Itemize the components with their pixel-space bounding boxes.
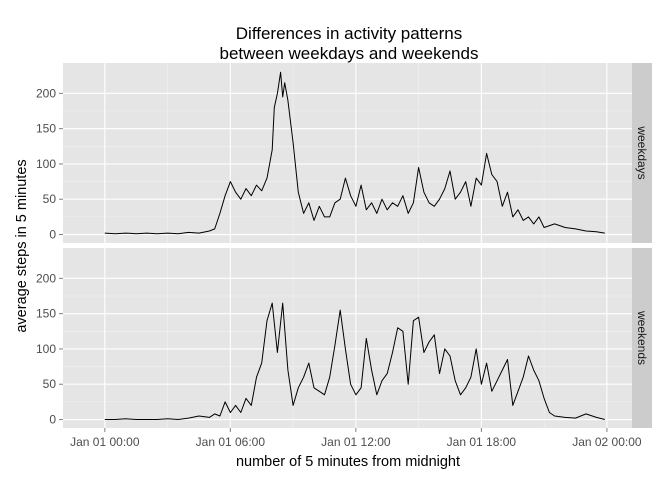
y-tick-label: 150 <box>36 122 56 136</box>
y-tick-label: 0 <box>49 228 56 242</box>
panel-background <box>63 248 632 428</box>
chart-title-line-1: Differences in activity patterns <box>236 24 462 43</box>
x-tick-label: Jan 01 06:00 <box>196 435 266 449</box>
facet-strip <box>632 248 652 428</box>
x-axis-ticks: Jan 01 00:00 Jan 01 06:00 Jan 01 12:00 Jan … <box>70 428 642 449</box>
y-axis-label: average steps in 5 minutes <box>14 159 30 332</box>
x-tick-label: Jan 01 00:00 <box>70 435 140 449</box>
facet-strip-label: weekends <box>635 310 649 365</box>
series-line-weekends <box>104 302 605 420</box>
y-tick-label: 200 <box>36 271 56 285</box>
y-tick-label: 50 <box>43 192 57 206</box>
y-tick-label: 50 <box>43 377 57 391</box>
y-tick-label: 0 <box>49 413 56 427</box>
x-tick-label: Jan 01 12:00 <box>321 435 391 449</box>
y-tick-label: 150 <box>36 307 56 321</box>
x-axis-label: number of 5 minutes from midnight <box>236 454 460 470</box>
series-line-weekdays <box>104 71 605 235</box>
panel-background <box>63 63 632 243</box>
facet-weekdays: 0 50 100 150 200 weekdays <box>36 63 652 243</box>
y-tick-label: 200 <box>36 86 56 100</box>
facet-weekends: 0 50 100 150 200 weekends <box>36 248 652 428</box>
y-tick-label: 100 <box>36 342 56 356</box>
x-tick-label: Jan 02 00:00 <box>572 435 642 449</box>
facet-panels: 0 50 100 150 200 weekdays 0 50 100 150 200 weekends <box>36 63 652 428</box>
y-tick-label: 100 <box>36 157 56 171</box>
chart-title-line-2: between weekdays and weekends <box>220 44 479 63</box>
facet-strip <box>632 63 652 243</box>
facet-strip-label: weekdays <box>635 125 649 179</box>
x-tick-label: Jan 01 18:00 <box>447 435 517 449</box>
